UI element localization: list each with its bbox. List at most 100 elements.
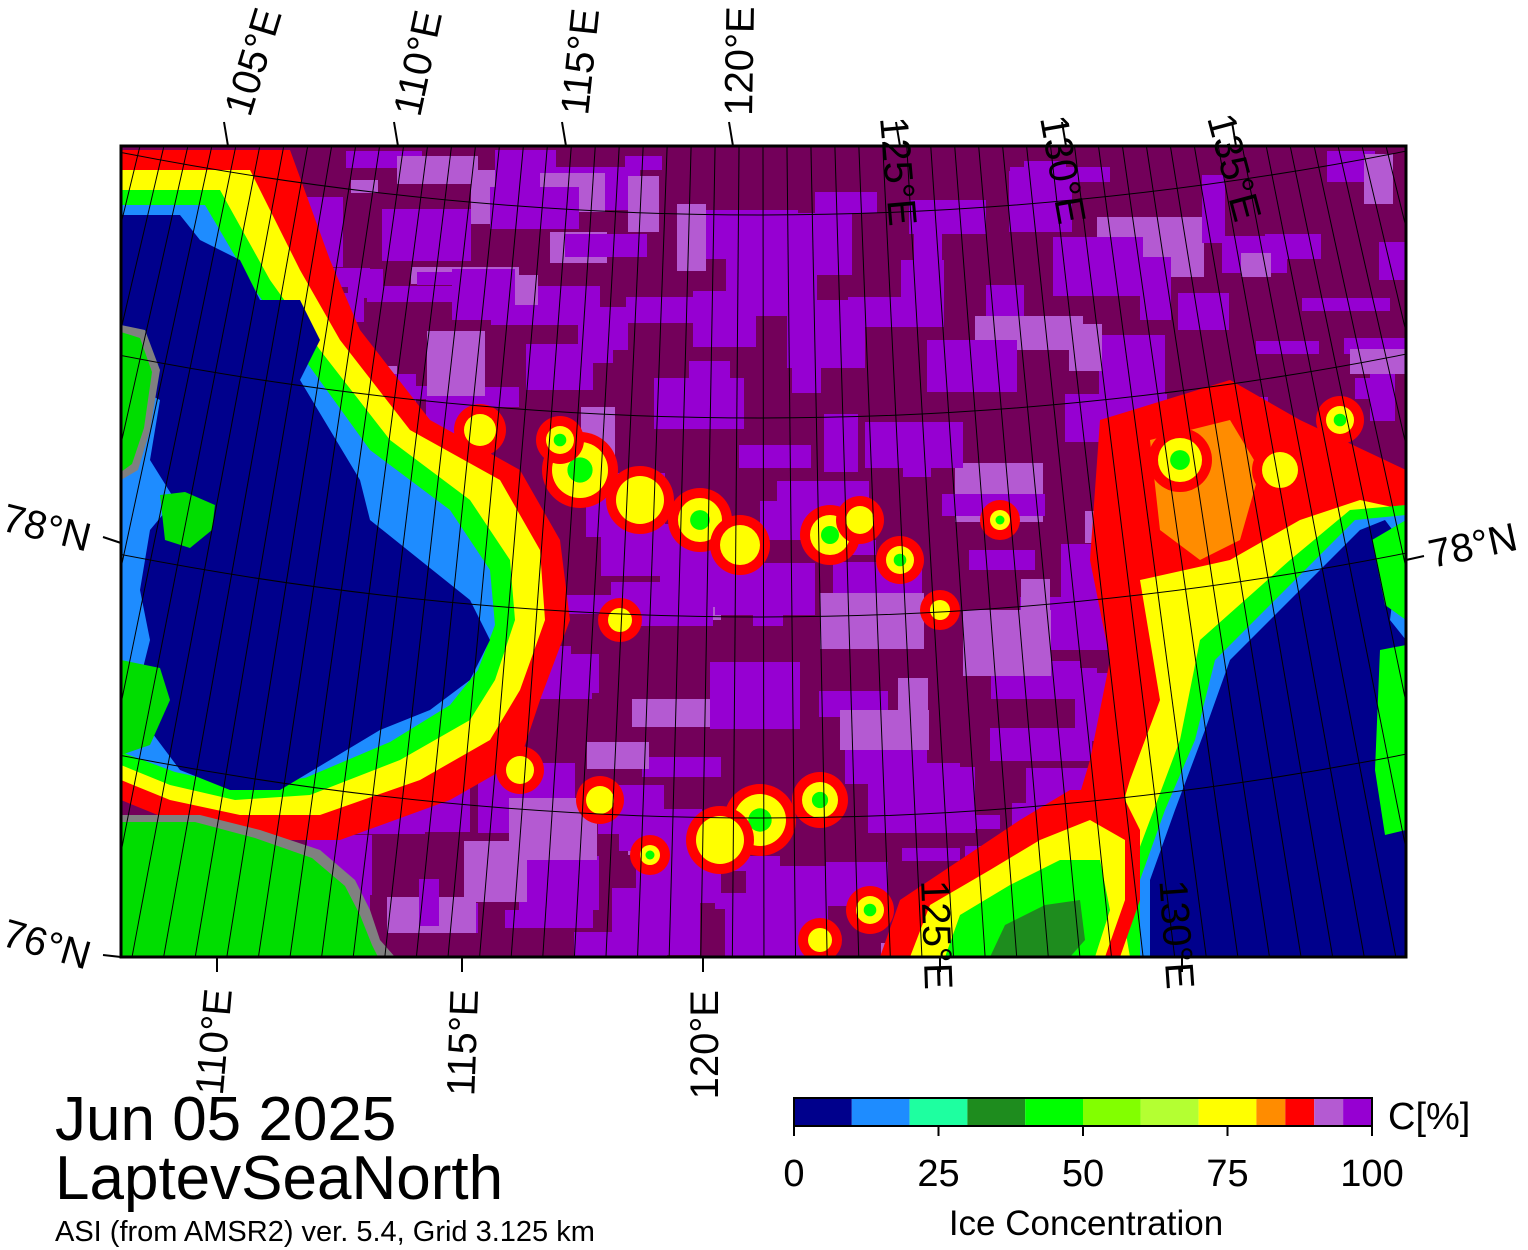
ice-purple-cell bbox=[909, 200, 986, 234]
meridian-line bbox=[930, 146, 986, 957]
ice-purple-cell bbox=[505, 910, 593, 928]
meridian-line bbox=[1026, 146, 1113, 957]
meridian-line bbox=[1361, 146, 1406, 335]
colorbar-tick-label: 25 bbox=[917, 1153, 959, 1195]
left-tick bbox=[102, 954, 122, 958]
colorbar-unit: C[%] bbox=[1388, 1096, 1470, 1138]
ice-purple-cell bbox=[419, 879, 439, 926]
colorbar-tick-label: 0 bbox=[783, 1153, 804, 1195]
ice-patch-green bbox=[645, 850, 655, 860]
meridian-line bbox=[858, 146, 891, 957]
meridian-line bbox=[1492, 0, 1528, 1000]
colorbar-bin bbox=[794, 1098, 852, 1126]
left-latitude-label: 78°N bbox=[0, 496, 95, 560]
ice-patch-yellow bbox=[808, 928, 832, 952]
colorbar-bin bbox=[1198, 1098, 1257, 1126]
ice-strip-east-edge-2 bbox=[1375, 645, 1406, 835]
ice-patch-green bbox=[1333, 413, 1347, 427]
meridian-line bbox=[194, 146, 333, 957]
meridian-line bbox=[810, 146, 828, 957]
meridian-line bbox=[1289, 146, 1406, 705]
ice-purple-cell bbox=[526, 344, 593, 390]
ice-purple-cell bbox=[642, 757, 721, 777]
ice-patch-green bbox=[1170, 450, 1190, 470]
right-tick bbox=[1405, 555, 1425, 561]
ice-purple-cell bbox=[820, 593, 924, 649]
colorbar-tick-label: 100 bbox=[1340, 1153, 1403, 1195]
meridian-line bbox=[121, 146, 261, 855]
ice-patch-green bbox=[863, 903, 877, 917]
meridian-line bbox=[1454, 0, 1528, 1000]
ice-purple-cell bbox=[1256, 341, 1319, 354]
meridian-line bbox=[289, 146, 405, 957]
ice-purple-cell bbox=[969, 550, 1035, 570]
ice-purple-cell bbox=[787, 300, 865, 368]
ice-patch-yellow bbox=[608, 608, 632, 632]
top-longitude-label: 120°E bbox=[717, 6, 763, 116]
ice-south-mix-dark bbox=[990, 900, 1085, 957]
meridian-line bbox=[510, 146, 572, 957]
meridian-line bbox=[637, 146, 668, 957]
top-tick bbox=[561, 121, 567, 147]
ice-patch-green bbox=[690, 510, 710, 530]
meridian-line bbox=[447, 146, 524, 957]
meridian-line bbox=[1337, 146, 1406, 448]
bottom-longitude-label: 115°E bbox=[439, 989, 487, 1097]
top-tick bbox=[223, 121, 229, 147]
colorbar-bin bbox=[1083, 1098, 1141, 1126]
meridian-line bbox=[163, 146, 309, 957]
ice-patch-yellow bbox=[616, 476, 664, 524]
meridian-line bbox=[700, 146, 716, 957]
ice-purple-cell bbox=[840, 710, 929, 750]
land-severnaya-islands bbox=[160, 492, 215, 548]
colorbar-bin bbox=[1025, 1098, 1083, 1126]
top-longitude-label: 110°E bbox=[386, 7, 451, 120]
meridian-line bbox=[542, 146, 596, 957]
meridian-line bbox=[1265, 146, 1406, 852]
ice-patch-yellow bbox=[586, 786, 614, 814]
top-longitude-label: 125°E bbox=[871, 115, 924, 228]
ice-patch-green bbox=[811, 791, 829, 809]
meridian-line bbox=[479, 146, 548, 957]
ice-purple-cell bbox=[693, 291, 756, 347]
meridian-line bbox=[906, 146, 955, 957]
meridian-line bbox=[131, 146, 285, 957]
ice-purple-cell bbox=[574, 932, 667, 957]
ice-purple-cell bbox=[778, 213, 852, 275]
region-title: LaptevSeaNorth bbox=[55, 1144, 503, 1213]
meridian-line bbox=[1473, 0, 1528, 1000]
bottom-longitude-labels: 110°E 115°E 120°E 125°E 130°E bbox=[188, 878, 1202, 1099]
ice-purple-cell bbox=[746, 866, 854, 906]
product-subtitle: ASI (from AMSR2) ver. 5.4, Grid 3.125 km bbox=[55, 1216, 595, 1248]
ice-purple-cell bbox=[417, 272, 483, 285]
meridian-line bbox=[786, 146, 797, 957]
meridian-line bbox=[1217, 146, 1365, 957]
ice-purple-cell bbox=[725, 909, 775, 957]
bottom-longitude-label: 130°E bbox=[1150, 878, 1202, 990]
meridian-line bbox=[226, 146, 357, 957]
ice-purple-cell bbox=[1355, 378, 1385, 399]
colorbar-bin bbox=[1314, 1098, 1344, 1126]
ice-purple-cell bbox=[689, 361, 730, 418]
meridian-line bbox=[415, 146, 500, 957]
meridian-line bbox=[1415, 0, 1528, 1000]
ice-patch-green bbox=[748, 808, 772, 832]
bottom-longitude-label: 110°E bbox=[188, 987, 241, 1097]
meridian-line bbox=[1002, 146, 1081, 957]
ice-purple-cell bbox=[902, 848, 960, 861]
land-taymyr-north-fill bbox=[121, 332, 152, 472]
ice-purple-cell bbox=[865, 422, 963, 468]
meridian-line bbox=[1313, 146, 1406, 571]
ice-purple-cell bbox=[1069, 324, 1102, 371]
colorbar-bin bbox=[1256, 1098, 1286, 1126]
graticule bbox=[121, 0, 1528, 1000]
ice-purple-cell bbox=[1053, 237, 1143, 296]
top-longitude-label: 105°E bbox=[217, 3, 291, 121]
ice-purple-cell bbox=[824, 414, 858, 472]
meridian-line bbox=[121, 146, 237, 707]
land-south-mainland bbox=[121, 822, 378, 957]
meridian-line bbox=[573, 146, 620, 957]
ice-purple-cell bbox=[625, 156, 662, 170]
ice-purple-cell bbox=[382, 209, 471, 261]
